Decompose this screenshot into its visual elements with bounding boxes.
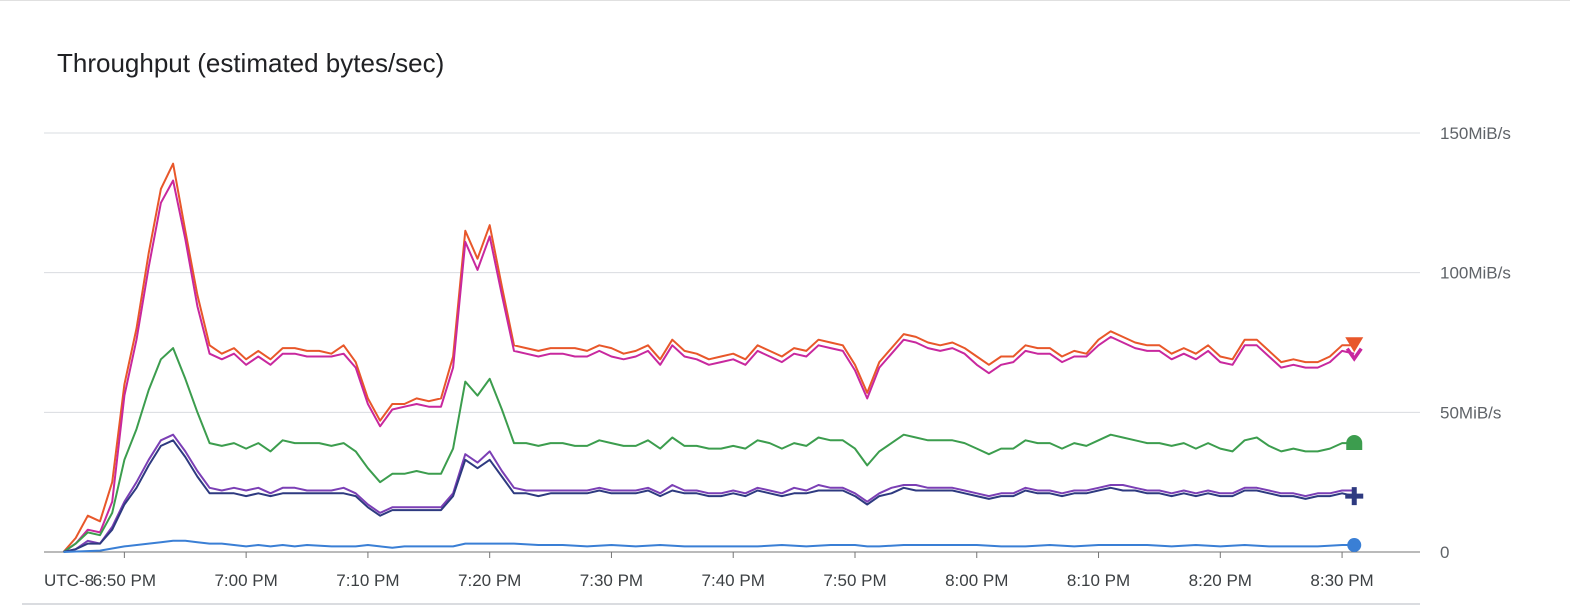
series-line-5: [63, 439, 1355, 553]
x-axis-ticks: 6:50 PM 7:00 PM 7:10 PM 7:20 PM 7:30 PM 7:40 …: [93, 552, 1374, 590]
series-line-4: [63, 433, 1355, 553]
x-tick-label: 8:30 PM: [1310, 571, 1373, 590]
x-tick-label: 8:10 PM: [1067, 571, 1130, 590]
top-rule: [0, 0, 1570, 1]
x-tick-label: 7:30 PM: [580, 571, 643, 590]
x-tick-label: 7:40 PM: [702, 571, 765, 590]
series-line-2: [62, 179, 1355, 553]
chart-title: Throughput (estimated bytes/sec): [57, 48, 445, 78]
series-markers: [1345, 337, 1364, 553]
y-axis-ticks: 0 50MiB/s 100MiB/s 150MiB/s: [1440, 124, 1511, 562]
series-line-6: [63, 539, 1355, 553]
series-line-3: [62, 347, 1355, 553]
series-marker-semicircle: [1346, 435, 1363, 451]
y-tick-label: 50MiB/s: [1440, 403, 1501, 422]
y-tick-label: 100MiB/s: [1440, 264, 1511, 283]
timezone-label: UTC-8: [44, 571, 94, 590]
x-tick-label: 8:00 PM: [945, 571, 1008, 590]
series-marker-triangle: [1345, 337, 1364, 353]
series-marker-plus: [1345, 487, 1364, 506]
x-tick-label: 8:20 PM: [1189, 571, 1252, 590]
grid-lines: [22, 132, 1420, 605]
x-tick-label: 7:00 PM: [214, 571, 277, 590]
x-tick-label: 7:10 PM: [336, 571, 399, 590]
series-line-1: [62, 162, 1355, 553]
series-marker-chevron: [1345, 347, 1363, 362]
y-tick-label: 0: [1440, 543, 1449, 562]
y-tick-label: 150MiB/s: [1440, 124, 1511, 143]
x-tick-label: 7:50 PM: [823, 571, 886, 590]
x-tick-label: 7:20 PM: [458, 571, 521, 590]
x-tick-label: 6:50 PM: [93, 571, 156, 590]
series-lines: [62, 162, 1355, 553]
series-marker-circle: [1347, 538, 1362, 553]
